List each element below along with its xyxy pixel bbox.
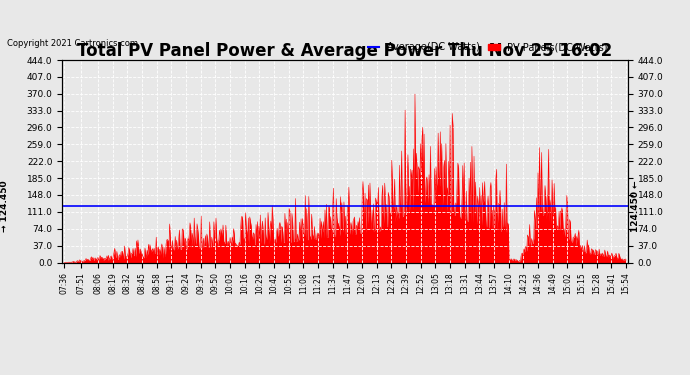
Text: Copyright 2021 Cartronics.com: Copyright 2021 Cartronics.com <box>7 39 138 48</box>
Text: → 124.450: → 124.450 <box>0 180 10 231</box>
Text: 124.450 ←: 124.450 ← <box>631 180 640 231</box>
Legend: Average(DC Watts), PV Panels(DC Watts): Average(DC Watts), PV Panels(DC Watts) <box>364 39 612 56</box>
Title: Total PV Panel Power & Average Power Thu Nov 25 16:02: Total PV Panel Power & Average Power Thu… <box>77 42 613 60</box>
